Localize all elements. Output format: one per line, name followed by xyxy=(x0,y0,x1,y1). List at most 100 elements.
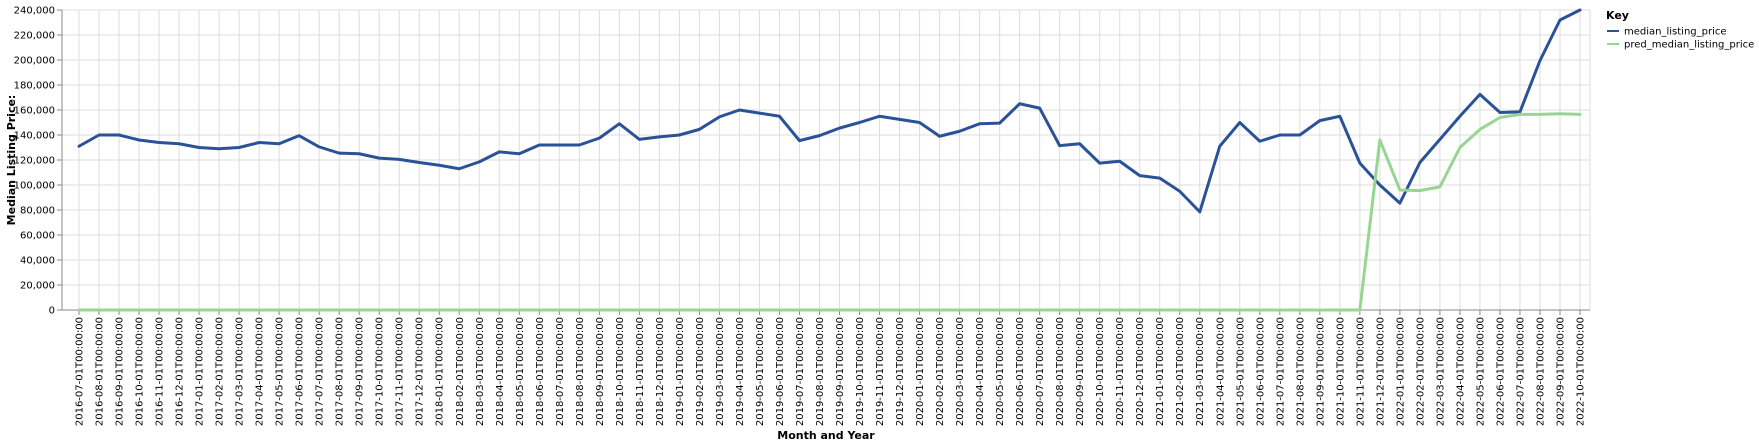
series-line-median-listing-price xyxy=(77,8,1582,214)
x-tick-label: 2018-09-01T00:00:00 xyxy=(595,317,606,426)
x-tick-label: 2017-12-01T00:00:00 xyxy=(415,317,426,426)
x-tick-label: 2020-08-01T00:00:00 xyxy=(1055,317,1066,426)
x-tick-label: 2016-07-01T00:00:00 xyxy=(75,317,86,426)
x-tick-label: 2022-09-01T00:00:00 xyxy=(1555,317,1566,426)
x-tick-label: 2022-10-01T00:00:00 xyxy=(1576,317,1587,426)
x-tick-label: 2018-10-01T00:00:00 xyxy=(615,317,626,426)
y-tick-label: 140,000 xyxy=(14,131,55,142)
x-tick-label: 2018-02-01T00:00:00 xyxy=(455,317,466,426)
x-tick-label: 2018-11-01T00:00:00 xyxy=(635,317,646,426)
x-tick-label: 2017-10-01T00:00:00 xyxy=(375,317,386,426)
x-tick-label: 2017-01-01T00:00:00 xyxy=(195,317,206,426)
x-tick-label: 2019-02-01T00:00:00 xyxy=(695,317,706,426)
x-tick-label: 2021-05-01T00:00:00 xyxy=(1235,317,1246,426)
x-tick-label: 2021-06-01T00:00:00 xyxy=(1255,317,1266,426)
x-tick-label: 2020-09-01T00:00:00 xyxy=(1075,317,1086,426)
x-tick-label: 2021-09-01T00:00:00 xyxy=(1315,317,1326,426)
x-tick-label: 2019-03-01T00:00:00 xyxy=(715,317,726,426)
x-tick-label: 2017-05-01T00:00:00 xyxy=(275,317,286,426)
x-tick-label: 2017-02-01T00:00:00 xyxy=(215,317,226,426)
legend-label: pred_median_listing_price xyxy=(1624,40,1754,51)
series-lines xyxy=(77,8,1582,312)
x-tick-label: 2016-11-01T00:00:00 xyxy=(155,317,166,426)
legend: Key median_listing_price pred_median_list… xyxy=(1606,9,1754,51)
legend-title: Key xyxy=(1606,9,1629,22)
x-tick-label: 2017-06-01T00:00:00 xyxy=(295,317,306,426)
x-tick-label: 2018-05-01T00:00:00 xyxy=(515,317,526,426)
x-tick-label: 2016-09-01T00:00:00 xyxy=(115,317,126,426)
x-tick-label: 2020-12-01T00:00:00 xyxy=(1135,317,1146,426)
x-tick-label: 2018-12-01T00:00:00 xyxy=(655,317,666,426)
x-tick-label: 2022-01-01T00:00:00 xyxy=(1395,317,1406,426)
y-tick-label: 220,000 xyxy=(14,31,55,42)
y-tick-label: 100,000 xyxy=(14,181,55,192)
x-tick-label: 2019-06-01T00:00:00 xyxy=(775,317,786,426)
x-tick-label: 2017-09-01T00:00:00 xyxy=(355,317,366,426)
x-tick-label: 2020-01-01T00:00:00 xyxy=(915,317,926,426)
x-axis-title: Month and Year xyxy=(777,429,875,442)
x-tick-label: 2019-01-01T00:00:00 xyxy=(675,317,686,426)
x-tick-label: 2020-05-01T00:00:00 xyxy=(995,317,1006,426)
x-tick-label: 2017-04-01T00:00:00 xyxy=(255,317,266,426)
x-tick-label: 2022-02-01T00:00:00 xyxy=(1415,317,1426,426)
y-tick-label: 20,000 xyxy=(20,281,55,292)
y-tick-label: 180,000 xyxy=(14,81,55,92)
x-tick-label: 2017-11-01T00:00:00 xyxy=(395,317,406,426)
x-tick-label: 2021-10-01T00:00:00 xyxy=(1335,317,1346,426)
x-tick-label: 2021-12-01T00:00:00 xyxy=(1375,317,1386,426)
x-tick-label: 2020-02-01T00:00:00 xyxy=(935,317,946,426)
y-tick-label: 240,000 xyxy=(14,6,55,17)
x-tick-label: 2019-09-01T00:00:00 xyxy=(835,317,846,426)
gridlines xyxy=(62,9,1591,311)
y-tick-label: 40,000 xyxy=(20,256,55,267)
x-tick-label: 2018-06-01T00:00:00 xyxy=(535,317,546,426)
x-tick-label: 2019-08-01T00:00:00 xyxy=(815,317,826,426)
x-tick-label: 2021-08-01T00:00:00 xyxy=(1295,317,1306,426)
x-tick-label: 2022-06-01T00:00:00 xyxy=(1495,317,1506,426)
x-tick-label: 2021-11-01T00:00:00 xyxy=(1355,317,1366,426)
x-tick-label: 2017-08-01T00:00:00 xyxy=(335,317,346,426)
y-tick-label: 0 xyxy=(49,306,55,317)
y-tick-label: 160,000 xyxy=(14,106,55,117)
x-tick-label: 2021-02-01T00:00:00 xyxy=(1175,317,1186,426)
x-tick-label: 2018-03-01T00:00:00 xyxy=(475,317,486,426)
axes: 0 20,000 40,000 60,000 80,000 100,000 120,000 1… xyxy=(14,6,1590,426)
x-tick-label: 2019-11-01T00:00:00 xyxy=(875,317,886,426)
x-tick-label: 2018-04-01T00:00:00 xyxy=(495,317,506,426)
x-tick-label: 2019-07-01T00:00:00 xyxy=(795,317,806,426)
x-tick-label: 2020-06-01T00:00:00 xyxy=(1015,317,1026,426)
y-tick-label: 80,000 xyxy=(20,206,55,217)
x-tick-label: 2020-07-01T00:00:00 xyxy=(1035,317,1046,426)
x-tick-label: 2018-07-01T00:00:00 xyxy=(555,317,566,426)
x-tick-label: 2022-08-01T00:00:00 xyxy=(1535,317,1546,426)
x-tick-label: 2022-03-01T00:00:00 xyxy=(1435,317,1446,426)
x-tick-label: 2017-07-01T00:00:00 xyxy=(315,317,326,426)
x-tick-label: 2018-01-01T00:00:00 xyxy=(435,317,446,426)
x-tick-label: 2021-04-01T00:00:00 xyxy=(1215,317,1226,426)
x-tick-label: 2018-08-01T00:00:00 xyxy=(575,317,586,426)
x-tick-label: 2021-07-01T00:00:00 xyxy=(1275,317,1286,426)
x-tick-label: 2020-04-01T00:00:00 xyxy=(975,317,986,426)
series-line-pred-median-listing-price xyxy=(77,112,1582,312)
x-tick-label: 2020-10-01T00:00:00 xyxy=(1095,317,1106,426)
x-tick-label: 2021-01-01T00:00:00 xyxy=(1155,317,1166,426)
y-axis-title: Median Listing Price: xyxy=(5,95,18,226)
x-tick-label: 2019-10-01T00:00:00 xyxy=(855,317,866,426)
x-tick-label: 2016-10-01T00:00:00 xyxy=(135,317,146,426)
y-tick-label: 120,000 xyxy=(14,156,55,167)
x-tick-label: 2019-12-01T00:00:00 xyxy=(895,317,906,426)
x-tick-label: 2017-03-01T00:00:00 xyxy=(235,317,246,426)
x-tick-label: 2020-03-01T00:00:00 xyxy=(955,317,966,426)
legend-label: median_listing_price xyxy=(1624,27,1727,38)
y-tick-label: 200,000 xyxy=(14,56,55,67)
x-tick-label: 2021-03-01T00:00:00 xyxy=(1195,317,1206,426)
x-tick-label: 2016-12-01T00:00:00 xyxy=(175,317,186,426)
x-tick-label: 2022-05-01T00:00:00 xyxy=(1475,317,1486,426)
x-tick-label: 2022-07-01T00:00:00 xyxy=(1515,317,1526,426)
x-tick-label: 2019-05-01T00:00:00 xyxy=(755,317,766,426)
x-tick-label: 2020-11-01T00:00:00 xyxy=(1115,317,1126,426)
y-tick-label: 60,000 xyxy=(20,231,55,242)
x-tick-label: 2019-04-01T00:00:00 xyxy=(735,317,746,426)
x-tick-label: 2016-08-01T00:00:00 xyxy=(95,317,106,426)
